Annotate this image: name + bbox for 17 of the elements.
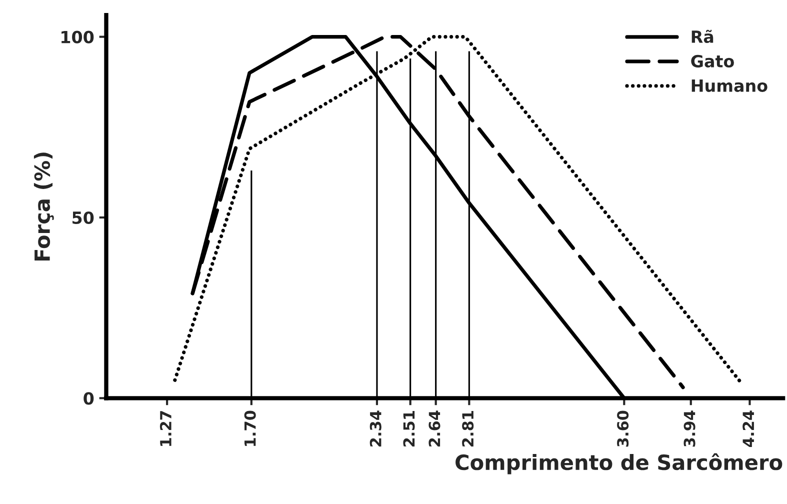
x-axis-title: Comprimento de Sarcômero [456,453,782,474]
x-tick-label: 2.34 [370,410,382,446]
x-tick-label: 3.60 [617,410,629,447]
x-tick-label: 3.94 [684,410,696,447]
x-tick-label: 1.27 [160,411,172,446]
x-tick-label: 4.24 [742,410,754,447]
x-tick-label: 2.51 [403,411,415,446]
y-tick-label: 100 [62,30,94,44]
legend-label: Gato [691,54,734,68]
y-tick-label: 50 [72,211,94,224]
legend-label: Humano [692,80,768,92]
x-tick-label: 2.81 [462,411,474,446]
y-tick-label: 0 [84,392,94,405]
x-tick-label: 1.70 [244,410,256,446]
y-axis-title: Força (%) [34,152,54,261]
legend-label: Rã [692,30,714,44]
x-tick-label: 2.64 [428,410,440,446]
